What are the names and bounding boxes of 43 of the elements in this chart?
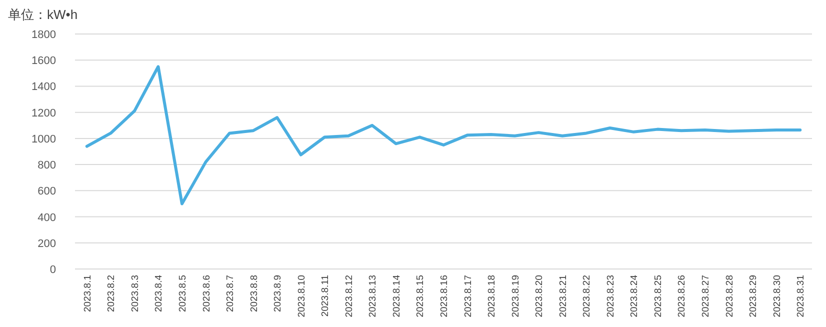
x-tick-label: 2023.8.28 (724, 275, 736, 318)
y-tick-label: 800 (38, 160, 56, 172)
x-tick-label: 2023.8.27 (700, 275, 712, 318)
x-tick-label: 2023.8.9 (272, 275, 284, 312)
x-tick-label: 2023.8.12 (344, 275, 355, 318)
x-tick-label: 2023.8.13 (368, 275, 379, 318)
x-tick-label: 2023.8.16 (439, 275, 450, 318)
x-tick-label: 2023.8.6 (201, 275, 212, 312)
x-tick-label: 2023.8.19 (510, 275, 522, 318)
x-tick-label: 2023.8.1 (82, 275, 94, 312)
y-tick-label: 200 (38, 238, 56, 250)
x-tick-label: 2023.8.26 (676, 275, 688, 318)
x-tick-label: 2023.8.25 (652, 275, 664, 318)
line-series (85, 65, 802, 206)
x-tick-label: 2023.8.2 (106, 275, 118, 312)
x-tick-label: 2023.8.14 (391, 275, 402, 318)
x-tick-label: 2023.8.24 (629, 275, 640, 318)
x-tick-label: 2023.8.3 (130, 275, 141, 312)
y-tick-label: 1400 (32, 81, 56, 94)
x-tick-label: 2023.8.4 (154, 275, 165, 312)
y-tick-label: 1800 (32, 29, 56, 41)
x-tick-label: 2023.8.31 (796, 275, 807, 318)
x-tick-label: 2023.8.30 (772, 275, 783, 318)
x-tick-label: 2023.8.21 (558, 275, 569, 318)
x-tick-label: 2023.8.11 (320, 275, 332, 317)
y-tick-label: 1200 (32, 107, 56, 120)
x-tick-label: 2023.8.17 (462, 275, 474, 318)
x-tick-label: 2023.8.8 (248, 275, 260, 312)
y-tick-label: 0 (50, 264, 56, 276)
y-axis-title: 单位：kW•h (8, 7, 78, 22)
y-tick-label: 1600 (32, 55, 56, 68)
x-tick-label: 2023.8.7 (225, 275, 236, 312)
x-tick-label: 2023.8.15 (415, 275, 426, 318)
x-tick-label: 2023.8.22 (582, 275, 593, 318)
y-tick-label: 1000 (32, 133, 56, 146)
x-tick-label: 2023.8.10 (296, 275, 308, 318)
x-tick-label: 2023.8.5 (177, 275, 188, 312)
x-tick-label: 2023.8.23 (605, 275, 616, 318)
x-tick-label: 2023.8.18 (486, 275, 498, 318)
y-tick-label: 400 (38, 212, 56, 224)
x-tick-label: 2023.8.29 (748, 275, 760, 318)
y-tick-label: 600 (38, 186, 56, 198)
x-tick-label: 2023.8.20 (534, 275, 546, 318)
